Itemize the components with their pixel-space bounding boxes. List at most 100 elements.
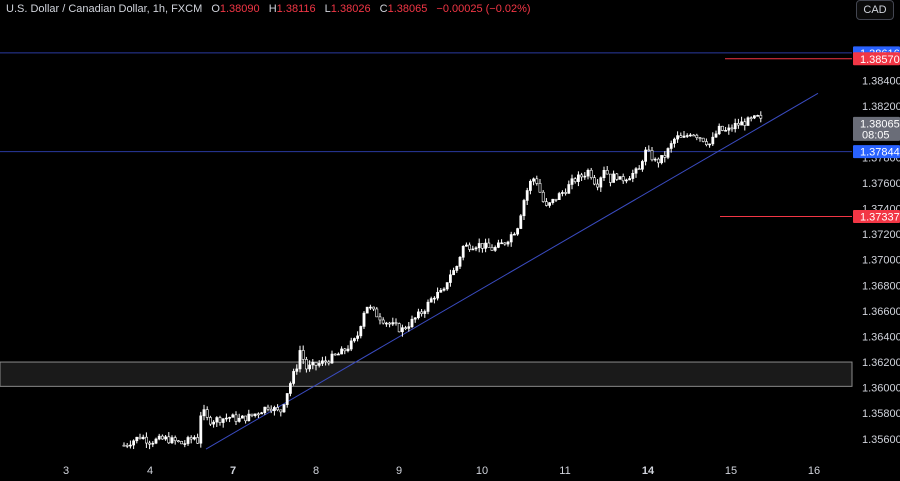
candle — [253, 413, 257, 418]
candle — [727, 124, 731, 135]
candle — [711, 132, 715, 146]
candle — [448, 269, 452, 287]
candle — [269, 405, 273, 414]
candle — [756, 114, 760, 117]
candle-body — [704, 141, 708, 145]
candle-body — [647, 149, 651, 152]
open-label: O — [211, 3, 220, 15]
candle — [157, 433, 161, 441]
candle-body — [164, 436, 168, 440]
candle — [327, 359, 331, 366]
candle-body — [669, 143, 673, 149]
candle-body — [525, 190, 529, 201]
x-tick-label: 11 — [559, 465, 570, 477]
candle-body — [733, 123, 737, 130]
candle — [740, 116, 744, 126]
candle-body — [372, 306, 376, 310]
candle-body — [448, 274, 452, 283]
candle-body — [496, 242, 500, 248]
candle — [241, 415, 244, 419]
candle-body — [295, 368, 299, 372]
candle-body — [672, 138, 676, 144]
candle — [532, 177, 536, 186]
candle-body — [688, 134, 692, 137]
candle-body — [439, 289, 443, 293]
candle-body — [445, 282, 449, 290]
candle-body — [615, 173, 619, 180]
candle-body — [375, 308, 379, 318]
candle — [333, 353, 337, 356]
candle-body — [205, 409, 209, 418]
support-zone-layer — [0, 361, 853, 387]
candle-body — [407, 326, 411, 329]
candle-body — [455, 266, 459, 271]
candle — [458, 256, 462, 270]
candle-body — [177, 440, 180, 443]
candle-body — [720, 125, 724, 131]
high-value: 1.38116 — [276, 3, 316, 15]
candle — [122, 442, 126, 447]
candle — [525, 187, 529, 205]
resistance-badge-bg — [853, 145, 900, 159]
candle — [688, 133, 692, 137]
change-value: −0.00025 (−0.02%) — [436, 3, 531, 15]
candle — [596, 179, 600, 191]
candle-body — [145, 436, 148, 444]
candle-body — [244, 415, 248, 422]
candle — [234, 411, 238, 426]
candle — [736, 118, 740, 129]
candle-body — [397, 323, 401, 333]
candle — [205, 406, 209, 421]
candle-body — [516, 228, 520, 235]
candle-body — [452, 270, 456, 276]
candle — [183, 440, 187, 448]
candle-body — [314, 362, 318, 366]
candle — [135, 436, 139, 444]
candle — [209, 415, 212, 426]
red-upper-badge-label: 1.38570 — [860, 54, 900, 66]
candle-body — [624, 179, 628, 182]
candle — [324, 356, 328, 366]
currency-button[interactable]: CAD — [856, 0, 894, 20]
candle-body — [480, 243, 484, 249]
candle-body — [202, 409, 206, 417]
candle-body — [135, 436, 139, 442]
candle-body — [193, 437, 196, 440]
candle — [400, 324, 404, 337]
candle-body — [714, 133, 718, 138]
candle — [292, 368, 296, 386]
candle-body — [167, 436, 171, 444]
candle — [628, 176, 632, 181]
candle-body — [644, 149, 648, 162]
x-tick-label: 10 — [476, 465, 488, 477]
candle — [391, 317, 395, 327]
candle — [359, 325, 363, 339]
candle-body — [234, 414, 238, 422]
candle-body — [541, 191, 545, 202]
candle — [272, 405, 276, 416]
candle-body — [727, 127, 731, 131]
candle-body — [557, 193, 561, 200]
candle — [432, 296, 436, 304]
candle — [314, 361, 318, 371]
candle-body — [474, 247, 478, 250]
y-tick-label: 1.36600 — [862, 306, 900, 318]
candle — [509, 231, 513, 247]
candle-body — [535, 178, 539, 184]
candle — [218, 415, 222, 426]
candle — [535, 175, 539, 186]
candle-body — [650, 150, 654, 161]
candle — [708, 143, 712, 148]
candle — [375, 306, 379, 318]
candle-body — [151, 442, 155, 445]
candle — [263, 406, 267, 415]
high-label: H — [268, 3, 277, 15]
candle — [490, 244, 494, 251]
candle-body — [301, 350, 305, 360]
candle — [439, 288, 443, 293]
candle — [308, 360, 312, 372]
candle-body — [538, 183, 542, 193]
candle — [221, 418, 225, 428]
candle — [349, 337, 353, 352]
